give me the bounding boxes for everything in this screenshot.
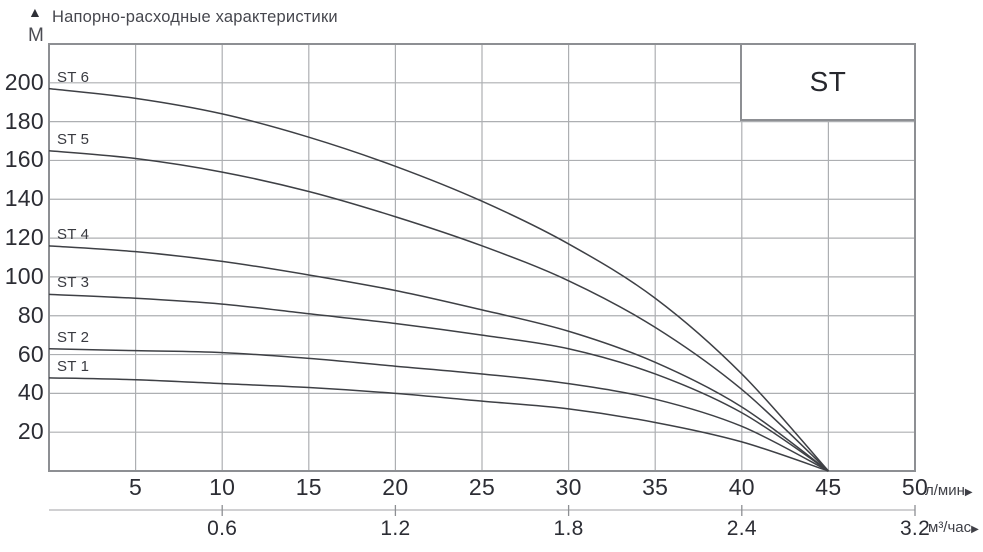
curve-label-st-5: ST 5	[57, 130, 90, 148]
x-tick-label: 35	[642, 474, 669, 500]
x-tick-label: 40	[728, 474, 755, 500]
y-tick-label: 120	[4, 224, 44, 251]
right-arrow-icon: ▶	[971, 524, 979, 535]
x-tick-label: 45	[815, 474, 842, 500]
plot-border	[48, 43, 916, 472]
y-tick-label: 140	[4, 185, 44, 212]
curve-label-st-2: ST 2	[57, 328, 90, 346]
secondary-x-tick-label: 1.8	[553, 517, 584, 540]
secondary-x-tick-label: 3.2	[899, 517, 931, 540]
up-arrow-icon: ▲	[28, 4, 42, 20]
curve-st-1	[48, 377, 829, 472]
x-tick-label: 20	[382, 474, 409, 500]
series-family-label: ST	[809, 66, 847, 97]
y-axis-unit-label: М	[28, 25, 44, 46]
curve-st-5	[48, 150, 829, 472]
y-tick-label: 60	[17, 340, 44, 367]
curve-label-st-6: ST 6	[57, 68, 90, 86]
curve-st-6	[48, 87, 829, 472]
x-tick-label: 30	[555, 474, 582, 500]
secondary-x-unit-label: м³/час▶	[928, 520, 979, 538]
curve-label-st-4: ST 4	[57, 225, 90, 243]
y-tick-label: 100	[4, 262, 44, 289]
y-tick-label: 20	[17, 418, 44, 445]
curve-st-4	[48, 245, 829, 472]
secondary-x-tick-label: 1.2	[380, 517, 411, 540]
x-tick-label: 10	[209, 474, 236, 500]
secondary-x-tick-label: 0.6	[207, 517, 238, 540]
x-tick-label: 50	[901, 474, 929, 500]
x-tick-label: 25	[468, 474, 496, 500]
secondary-x-unit-text: м³/час	[928, 519, 972, 536]
primary-x-unit-text: л/мин	[925, 482, 965, 499]
curve-label-st-1: ST 1	[57, 357, 90, 375]
chart-title: Напорно-расходные характеристики	[52, 8, 338, 26]
secondary-x-tick-label: 2.4	[726, 517, 757, 540]
x-tick-label: 15	[295, 474, 322, 500]
y-tick-label: 80	[17, 301, 44, 328]
y-tick-label: 180	[4, 107, 44, 134]
y-tick-label: 200	[4, 68, 44, 95]
x-tick-label: 5	[129, 474, 143, 500]
curve-st-3	[48, 293, 829, 472]
curve-label-st-3: ST 3	[57, 274, 90, 292]
curve-st-2	[48, 347, 829, 472]
primary-x-unit-label: л/мин▶	[925, 483, 973, 501]
y-tick-label: 160	[4, 146, 44, 173]
series-family-badge: ST	[740, 43, 916, 121]
y-tick-label: 40	[17, 379, 44, 406]
right-arrow-icon: ▶	[964, 487, 973, 498]
